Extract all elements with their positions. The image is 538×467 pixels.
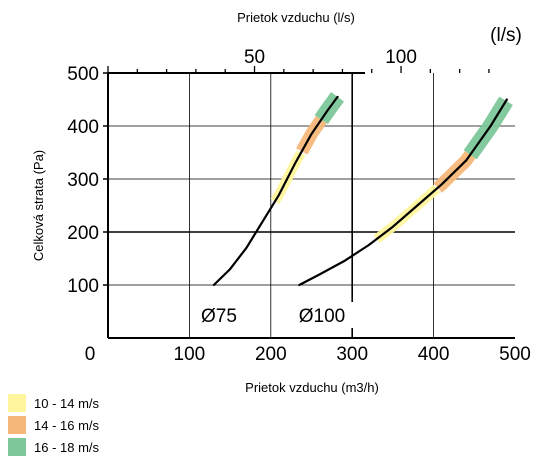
- series-label-bg: [291, 302, 353, 328]
- legend-item: 16 - 18 m/s: [8, 436, 99, 458]
- x-tick-label: 100: [174, 344, 206, 365]
- legend-label: 14 - 16 m/s: [34, 417, 100, 433]
- x-tick-label: 500: [499, 344, 531, 365]
- legend-swatch: [8, 416, 26, 434]
- series-line: [212, 95, 339, 287]
- series-label: Ø100: [299, 306, 345, 327]
- legend-item: 10 - 14 m/s: [8, 392, 99, 414]
- series-label-bg: [190, 302, 248, 328]
- y-axis-title: Celková strata (Pa): [31, 150, 46, 261]
- series-line: [298, 98, 508, 287]
- y-tick-label: 100: [67, 276, 99, 297]
- legend-item: 14 - 16 m/s: [8, 414, 99, 436]
- legend-swatch: [8, 438, 26, 456]
- series-label: Ø75: [201, 306, 237, 327]
- legend-label: 16 - 18 m/s: [34, 439, 100, 455]
- x-tick-label: 0: [85, 344, 96, 365]
- legend-label: 10 - 14 m/s: [34, 395, 100, 411]
- legend: 10 - 14 m/s 14 - 16 m/s 16 - 18 m/s: [8, 392, 99, 458]
- x-tick-label: 200: [255, 344, 287, 365]
- top-tick-label: 50: [244, 47, 265, 68]
- x-tick-label: 300: [336, 344, 368, 365]
- top-axis-title: Prietok vzduchu (l/s): [237, 10, 355, 25]
- top-axis-unit: (l/s): [490, 25, 522, 46]
- y-tick-label: 200: [67, 223, 99, 244]
- y-tick-label: 400: [67, 117, 99, 138]
- top-tick-label: 100: [385, 47, 417, 68]
- x-tick-label: 400: [418, 344, 450, 365]
- y-tick-label: 300: [67, 170, 99, 191]
- x-axis-title: Prietok vzduchu (m3/h): [245, 380, 379, 395]
- legend-swatch: [8, 394, 26, 412]
- y-tick-label: 500: [67, 64, 99, 85]
